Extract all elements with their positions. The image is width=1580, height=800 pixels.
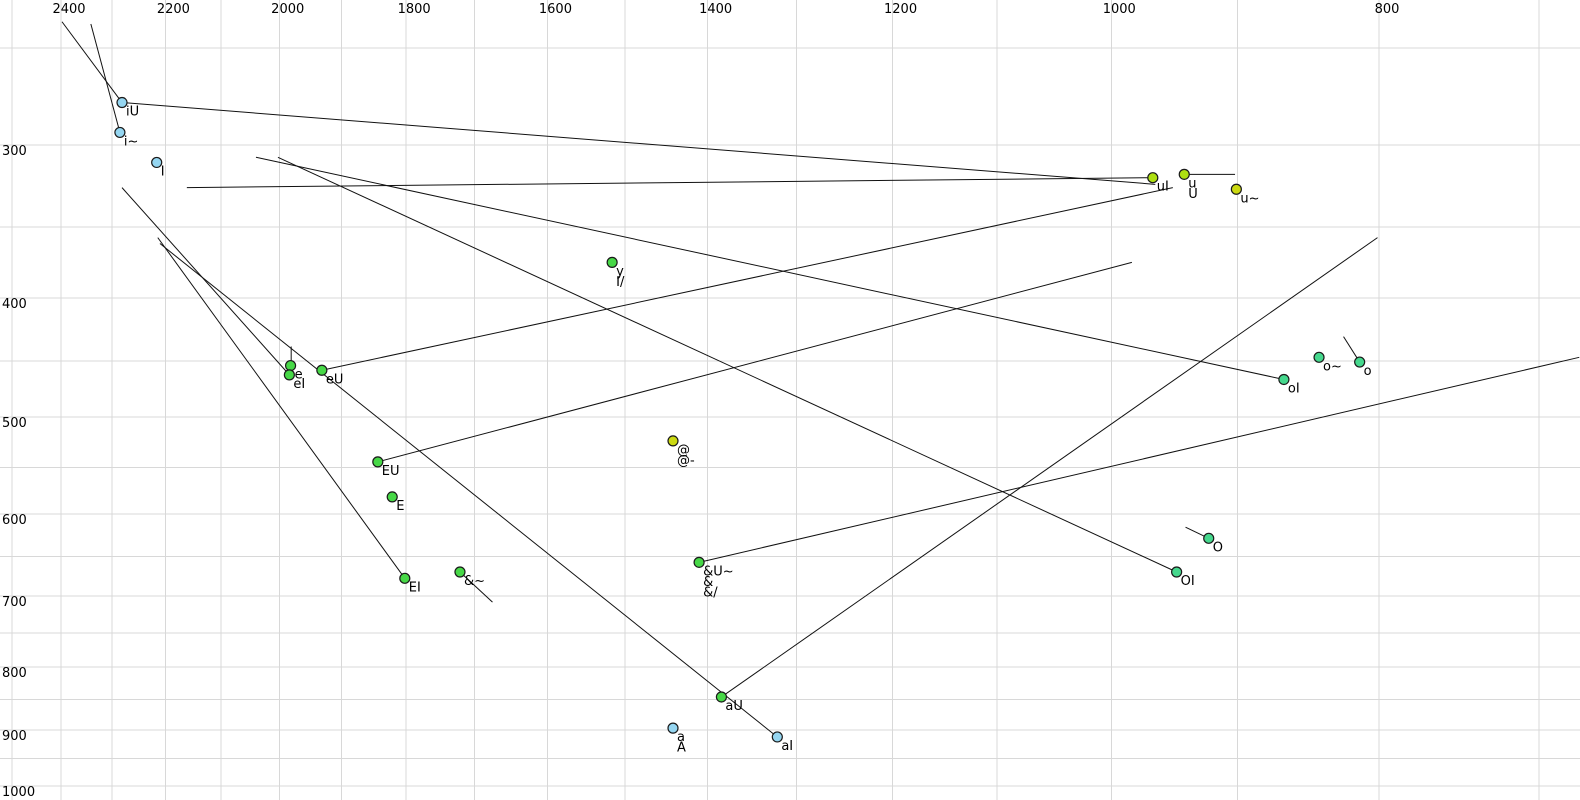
vowel-label-I/: I/ xyxy=(616,275,625,290)
vowel-label-i~: i~ xyxy=(124,134,139,149)
vowel-point-&U~[interactable] xyxy=(693,556,705,568)
vowel-point-aU[interactable] xyxy=(715,691,728,703)
trajectory-into-iU xyxy=(61,21,123,103)
vowel-label-aU: aU xyxy=(725,699,742,714)
vowel-label-iU: iU xyxy=(126,105,139,120)
y-tick-label-800: 800 xyxy=(2,666,27,681)
vowel-label-@-: @- xyxy=(677,453,695,468)
vowel-label-OI: OI xyxy=(1181,574,1195,589)
vowel-label-U: U xyxy=(1188,187,1198,202)
trajectory-EU-glide xyxy=(377,261,1132,463)
trajectory-eU-glide xyxy=(321,187,1173,371)
vowel-point-o~[interactable] xyxy=(1313,351,1325,363)
vowel-label-u: u xyxy=(1188,176,1196,191)
vowel-point-eU[interactable] xyxy=(316,364,328,376)
vowel-point-u~[interactable] xyxy=(1230,183,1242,195)
trajectory-ash-stub xyxy=(459,571,493,603)
y-tick-label-1000: 1000 xyxy=(2,785,35,800)
trajectory-eI-glide xyxy=(121,187,290,376)
y-tick-label-400: 400 xyxy=(2,297,27,312)
vowel-point-EI[interactable] xyxy=(399,572,411,584)
vowel-point-i~[interactable] xyxy=(114,126,126,139)
vowel-label-uI: uI xyxy=(1157,180,1169,195)
vowel-label-eU: eU xyxy=(326,372,344,387)
trajectory-aI-glide xyxy=(159,243,778,738)
vowel-label-e: e xyxy=(295,368,303,383)
trajectory-EI-glide xyxy=(157,237,406,579)
vowel-point-uI[interactable] xyxy=(1147,172,1159,184)
vowel-point-O[interactable] xyxy=(1203,532,1215,544)
vowel-point-oI[interactable] xyxy=(1278,373,1290,386)
vowel-point-@[interactable] xyxy=(667,435,679,447)
vowel-label-&~: &~ xyxy=(464,574,485,589)
x-tick-label-2000: 2000 xyxy=(271,2,304,17)
vowel-label-eI: eI xyxy=(293,377,305,392)
vowel-label-O: O xyxy=(1213,540,1223,555)
trajectory-aU-glide xyxy=(721,237,1378,698)
trajectory-into-i-nasal xyxy=(90,23,121,133)
vowel-point-E[interactable] xyxy=(386,491,398,503)
vowel-point-iU[interactable] xyxy=(116,96,128,109)
x-tick-label-1400: 1400 xyxy=(699,2,732,17)
x-tick-label-1600: 1600 xyxy=(539,2,572,17)
x-tick-label-2200: 2200 xyxy=(157,2,190,17)
vowel-point-EU[interactable] xyxy=(372,456,384,468)
vowel-label-a: a xyxy=(677,730,685,745)
x-tick-label-1000: 1000 xyxy=(1103,2,1136,17)
vowel-point-a[interactable] xyxy=(667,722,679,734)
vowel-point-y[interactable] xyxy=(606,256,618,268)
trajectory-oI-glide xyxy=(255,156,1285,380)
y-tick-label-700: 700 xyxy=(2,595,27,610)
vowel-label-&/: &/ xyxy=(703,585,718,600)
vowel-label-y: y xyxy=(616,264,624,279)
vowel-label-A: A xyxy=(677,741,686,756)
y-tick-label-600: 600 xyxy=(2,513,27,528)
vowel-label-aI: aI xyxy=(781,739,793,754)
vowel-label-o~: o~ xyxy=(1323,359,1342,374)
vowel-point-OI[interactable] xyxy=(1171,566,1183,578)
vowel-point-&~[interactable] xyxy=(454,566,466,578)
vowel-point-aI[interactable] xyxy=(771,731,783,743)
trajectory-uI-glide xyxy=(186,177,1153,189)
trajectory-OI-glide xyxy=(277,156,1177,573)
vowel-label-o: o xyxy=(1364,364,1372,379)
trajectory-open-U-glide xyxy=(698,356,1580,563)
trajectory-iU-glide xyxy=(121,102,1156,185)
vowel-label-u~: u~ xyxy=(1240,191,1259,206)
x-tick-label-800: 800 xyxy=(1375,2,1400,17)
vowel-label-&U~: &U~ xyxy=(703,564,734,579)
vowel-point-o[interactable] xyxy=(1354,356,1366,368)
vowel-point-u[interactable] xyxy=(1178,168,1190,180)
y-tick-label-900: 900 xyxy=(2,729,27,744)
y-tick-label-300: 300 xyxy=(2,144,27,159)
vowel-point-I[interactable] xyxy=(151,156,163,169)
vowel-point-eI[interactable] xyxy=(283,369,295,381)
y-tick-label-500: 500 xyxy=(2,416,27,431)
vowel-label-EU: EU xyxy=(382,464,400,479)
x-tick-label-1800: 1800 xyxy=(398,2,431,17)
x-tick-label-1200: 1200 xyxy=(884,2,917,17)
vowel-label-&: & xyxy=(703,575,713,590)
x-tick-label-2400: 2400 xyxy=(52,2,85,17)
vowel-label-@: @ xyxy=(677,443,690,458)
vowel-label-EI: EI xyxy=(409,580,421,595)
vowel-label-E: E xyxy=(396,499,404,514)
vowel-label-oI: oI xyxy=(1288,381,1300,396)
vowel-label-I: I xyxy=(161,164,165,179)
